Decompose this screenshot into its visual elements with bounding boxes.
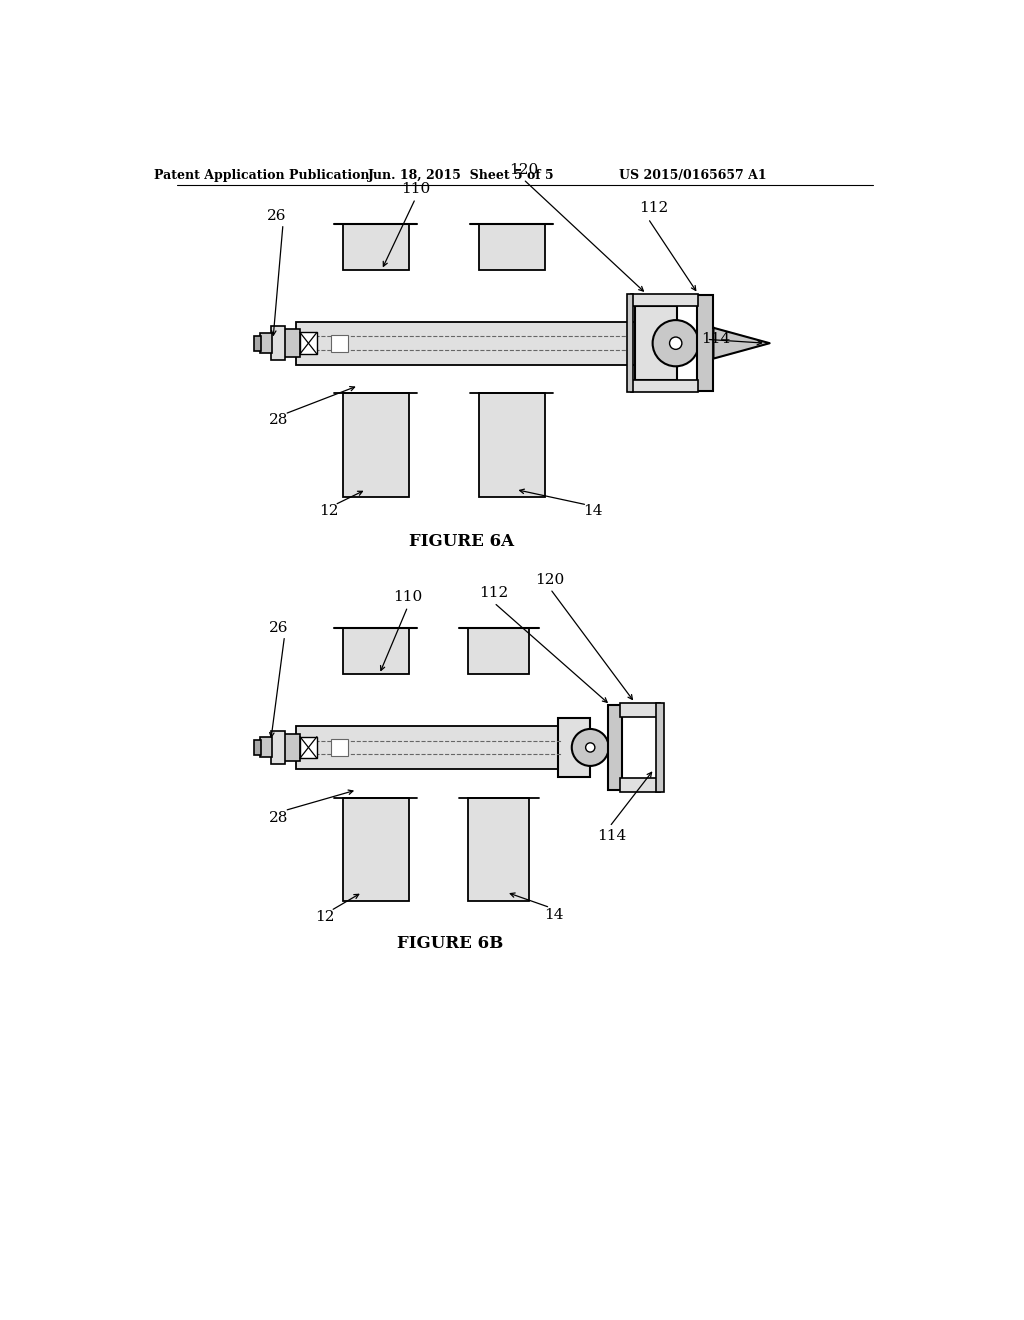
Bar	[283, 734, 300, 762]
Circle shape	[652, 321, 698, 367]
Text: US 2015/0165657 A1: US 2015/0165657 A1	[618, 169, 767, 182]
Text: 110: 110	[400, 182, 430, 197]
Bar	[260, 333, 272, 354]
Text: FIGURE 6B: FIGURE 6B	[397, 936, 503, 952]
Bar	[343, 393, 409, 498]
Text: 28: 28	[268, 812, 288, 825]
Bar	[343, 628, 409, 675]
Text: 114: 114	[701, 333, 730, 346]
Bar	[343, 224, 409, 271]
Bar	[468, 628, 529, 675]
Text: 112: 112	[640, 202, 669, 215]
Bar	[620, 779, 659, 792]
Bar	[479, 393, 545, 498]
Circle shape	[586, 743, 595, 752]
Polygon shape	[714, 327, 770, 359]
Bar	[254, 335, 261, 351]
Bar	[343, 797, 409, 902]
Bar	[656, 702, 665, 792]
Bar	[608, 705, 622, 789]
Bar	[260, 738, 272, 758]
Bar	[631, 380, 698, 392]
Bar	[254, 739, 261, 755]
Text: Patent Application Publication: Patent Application Publication	[154, 169, 370, 182]
Bar	[558, 718, 590, 776]
Bar	[283, 330, 300, 358]
Bar	[300, 737, 316, 758]
Text: 26: 26	[268, 622, 288, 635]
Text: 114: 114	[597, 829, 627, 843]
Bar	[635, 306, 677, 380]
Text: FIGURE 6A: FIGURE 6A	[410, 533, 514, 550]
Bar	[270, 326, 285, 360]
Bar	[296, 726, 589, 770]
Text: 26: 26	[267, 209, 287, 223]
Bar	[696, 296, 714, 391]
Text: 120: 120	[536, 573, 565, 586]
Text: 14: 14	[545, 908, 564, 923]
Bar	[331, 739, 348, 756]
Text: 12: 12	[314, 909, 335, 924]
Bar	[631, 294, 698, 306]
Bar	[468, 797, 529, 902]
Text: Jun. 18, 2015  Sheet 5 of 5: Jun. 18, 2015 Sheet 5 of 5	[369, 169, 555, 182]
Text: 14: 14	[583, 504, 602, 517]
Circle shape	[670, 337, 682, 350]
Bar	[270, 730, 285, 764]
Bar	[479, 224, 545, 271]
Text: 12: 12	[319, 504, 339, 517]
Text: 28: 28	[268, 413, 288, 428]
Text: 120: 120	[509, 162, 538, 177]
Text: 110: 110	[393, 590, 422, 605]
Bar	[620, 702, 659, 717]
Circle shape	[571, 729, 608, 766]
Bar	[628, 294, 634, 392]
Text: 112: 112	[479, 586, 509, 601]
Bar	[300, 333, 316, 354]
Bar	[296, 322, 674, 364]
Bar	[331, 335, 348, 351]
